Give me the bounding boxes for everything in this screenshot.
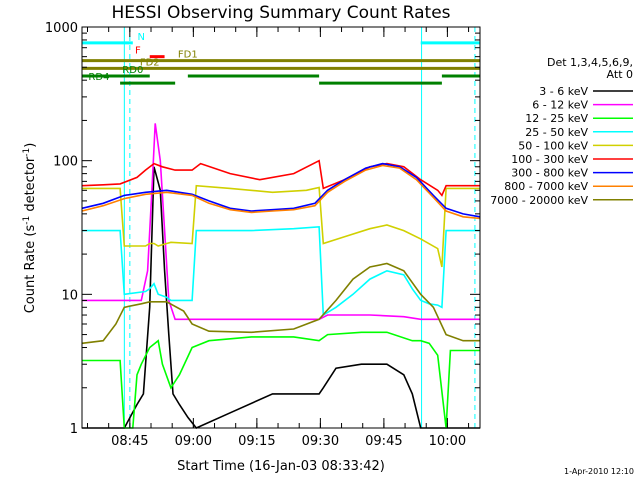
legend-header: Det 1,3,4,5,6,9, [547,56,633,69]
legend-label-2: 12 - 25 keV [525,112,588,125]
x-tick-label-5: 10:00 [429,434,466,449]
x-tick-label-0: 08:45 [111,434,148,449]
flag-label-fd1: FD1 [178,50,198,61]
series-line-1 [82,123,480,321]
date-stamp: 1-Apr-2010 12:10 [564,467,634,476]
legend-label-4: 50 - 100 keV [518,139,588,152]
series-line-0 [82,166,480,429]
series-line-5 [81,159,480,197]
legend-label-7: 800 - 7000 keV [504,180,588,193]
series-line-6 [81,162,481,218]
flag-label-rd4: RD4 [88,72,109,83]
series-line-7 [81,164,481,220]
x-tick-label-1: 09:00 [175,434,212,449]
legend-label-5: 100 - 300 keV [511,153,588,166]
series-line-3 [82,225,480,317]
plot-frame [81,26,481,429]
flag-label-n: N [138,32,145,43]
x-tick-label-4: 09:45 [365,434,402,449]
flag-label-f: F [135,46,141,57]
series-line-2 [82,331,480,429]
legend-label-6: 300 - 800 keV [511,167,588,180]
y-axis-label: Count Rate (s-1 detector-1) [22,143,38,314]
series-line-4 [82,184,480,268]
y-tick-label-1: 10 [61,288,78,303]
legend-label-3: 25 - 50 keV [525,126,588,139]
x-axis-label: Start Time (16-Jan-03 08:33:42) [177,459,385,474]
flag-label-fd2: FD2 [140,57,160,68]
x-tick-label-3: 09:30 [302,434,339,449]
chart-title: HESSI Observing Summary Count Rates [111,3,450,23]
legend-label-1: 6 - 12 keV [532,99,588,112]
y-tick-label-2: 100 [53,155,78,170]
y-tick-label-3: 1000 [45,21,78,36]
legend-label-0: 3 - 6 keV [539,85,588,98]
x-tick-label-2: 09:15 [238,434,275,449]
y-tick-label-0: 1 [70,422,78,437]
series-line-8 [81,262,480,345]
flag-label-rd0: RD0 [122,65,143,76]
legend-label-8: 7000 - 20000 keV [490,194,588,207]
legend-header-att: Att 0 [607,68,633,81]
